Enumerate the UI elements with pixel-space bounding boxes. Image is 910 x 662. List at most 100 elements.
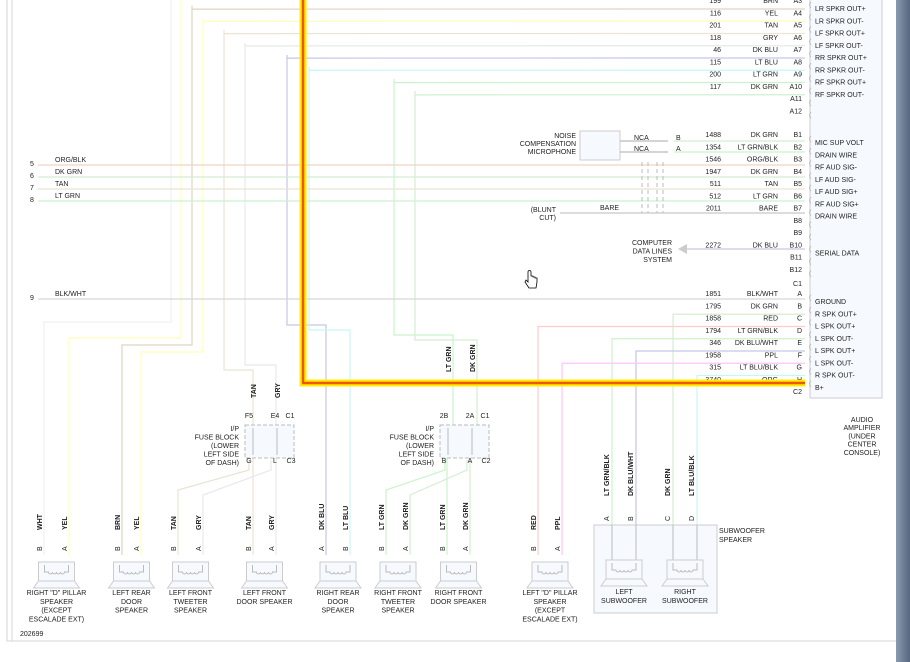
wire-number: 6 xyxy=(30,173,34,180)
hand-cursor-icon xyxy=(524,270,538,289)
pin-id: B10 xyxy=(790,242,803,249)
wire-color-label: GRY xyxy=(275,383,282,398)
data-lines-label: DATA LINES xyxy=(633,249,673,256)
terminal xyxy=(809,270,812,278)
blunt-cut-label: (BLUNT xyxy=(531,207,557,214)
pin-id: A xyxy=(555,546,562,551)
pin-id: C xyxy=(665,516,672,521)
pin-id: 2B xyxy=(440,413,449,420)
circuit-number: 1488 xyxy=(705,132,721,139)
terminal xyxy=(809,368,812,375)
pin-id: B xyxy=(171,546,178,551)
wire-color: DK BLU xyxy=(753,242,778,249)
pin-function: B+ xyxy=(815,385,824,392)
wire-dk-grn xyxy=(414,91,478,425)
diagram-id: 202699 xyxy=(20,631,43,638)
fuse-block-label: I/P xyxy=(425,426,434,433)
coil-icon xyxy=(446,565,471,575)
pin-function: R SPK OUT+ xyxy=(815,311,857,318)
terminal xyxy=(809,147,812,155)
terminal xyxy=(809,160,812,167)
pin-function: LR SPKR OUT+ xyxy=(815,6,866,13)
pin-id: B11 xyxy=(790,255,802,262)
wire-color: BARE xyxy=(600,205,619,212)
pin-id: B xyxy=(676,135,681,142)
circuit-number: 116 xyxy=(710,10,721,17)
pin-function: LF AUD SIG+ xyxy=(815,189,858,196)
wire-color: DK GRN xyxy=(751,169,778,176)
speaker-label: SPEAKER xyxy=(174,608,207,615)
amplifier-label: (UNDER xyxy=(848,433,875,440)
terminal xyxy=(809,99,812,107)
speaker-cone xyxy=(107,580,156,589)
speaker-label: RIGHT REAR xyxy=(316,590,359,597)
circuit-number: 1546 xyxy=(705,157,721,164)
wire-color-label: WHT xyxy=(37,513,44,530)
terminal xyxy=(809,50,812,58)
wire-lt-blu-blk xyxy=(696,374,805,545)
pin-id: A6 xyxy=(793,35,802,42)
pin-id: A xyxy=(269,546,276,551)
terminal xyxy=(809,13,812,21)
pin-id: B8 xyxy=(793,218,802,225)
fuse-block-label: FUSE BLOCK xyxy=(390,435,435,442)
speaker-label: SPEAKER xyxy=(533,599,566,606)
coil-icon xyxy=(252,565,277,575)
wire-color-label: DK GRN xyxy=(463,502,470,530)
blunt-cut-label: CUT) xyxy=(539,215,556,222)
fuse-block-label: LEFT SIDE xyxy=(204,452,240,459)
pin-id: A12 xyxy=(790,108,803,115)
fuse-block-label: OF DASH) xyxy=(206,460,239,467)
pin-function: DRAIN WIRE xyxy=(815,152,857,159)
terminal xyxy=(809,184,812,192)
pin-id: B xyxy=(797,303,802,310)
wire-color: DK GRN xyxy=(55,169,82,176)
fuse-block-label: FUSE BLOCK xyxy=(195,435,240,442)
speaker-label: ESCALADE EXT) xyxy=(29,616,84,623)
speaker-label: ESCALADE EXT) xyxy=(522,616,577,623)
pin-id: C xyxy=(797,316,802,323)
pin-function: L SPK OUT+ xyxy=(815,324,855,331)
pin-id: A xyxy=(468,458,473,465)
terminal xyxy=(809,294,812,302)
wire-color-label: YEL xyxy=(62,516,69,530)
fuse-block xyxy=(244,424,295,459)
pin-id: B xyxy=(115,546,122,551)
speaker-icon xyxy=(531,561,569,582)
pin-id: 2A xyxy=(466,413,475,420)
pin-id: D xyxy=(797,328,802,335)
speaker-cone xyxy=(32,580,81,589)
circuit-number: 199 xyxy=(709,0,721,5)
wire-color-label: LT GRN xyxy=(446,346,453,372)
fuse-block-label: (LOWER xyxy=(406,443,434,450)
circuit-number: 1794 xyxy=(705,328,721,335)
speaker-label: RIGHT FRONT xyxy=(374,590,422,597)
terminal xyxy=(809,172,812,180)
wire-number: 9 xyxy=(30,295,34,302)
pin-id: A5 xyxy=(793,23,802,30)
pin-function: RF SPKR OUT+ xyxy=(815,80,866,87)
terminal xyxy=(809,26,812,33)
circuit-number: 511 xyxy=(710,181,721,188)
wire-lt-grn xyxy=(393,79,454,425)
pin-id: A10 xyxy=(790,84,803,91)
scrollbar[interactable] xyxy=(896,0,910,662)
pin-id: B xyxy=(531,546,538,551)
pin-id: E xyxy=(797,340,802,347)
wire-red xyxy=(537,325,805,555)
microphone-label: NOISE xyxy=(554,133,576,140)
pin-id: A xyxy=(134,546,141,551)
pin-id: B xyxy=(379,546,386,551)
wire-color: LT GRN xyxy=(55,193,80,200)
pin-function: RF SPKR OUT- xyxy=(815,92,865,99)
wire-lt-grn xyxy=(385,460,446,555)
wire-color: DK GRN xyxy=(751,84,778,91)
pin-id: A8 xyxy=(793,59,802,66)
connector-id: C2 xyxy=(482,458,491,465)
speaker-label: RIGHT "D" PILLAR xyxy=(27,590,87,597)
wire-color: TAN xyxy=(55,181,68,188)
coil-icon xyxy=(537,565,563,575)
speaker-icon xyxy=(113,561,150,582)
speaker-label: TWEETER xyxy=(173,599,207,606)
